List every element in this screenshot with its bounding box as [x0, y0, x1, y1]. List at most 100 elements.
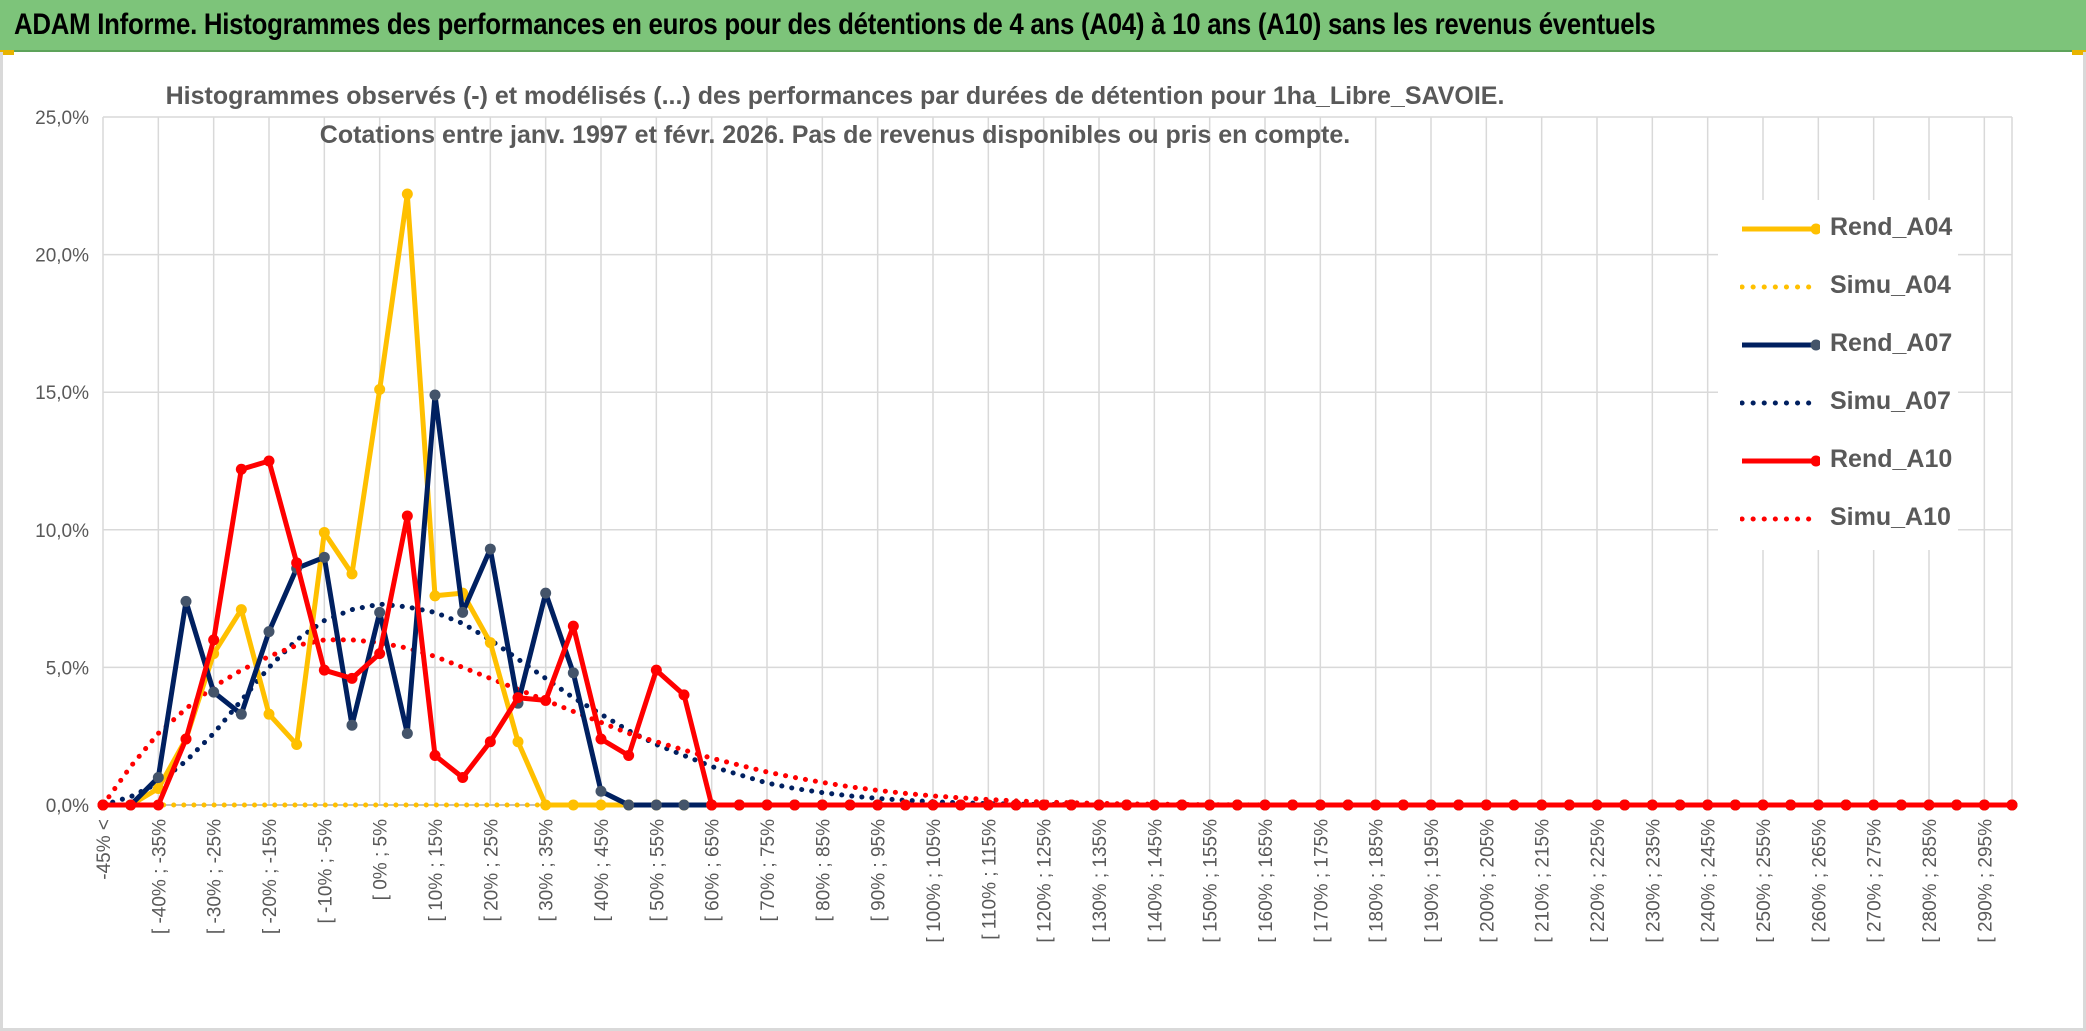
chart-legend: Rend_A04 Simu_A04 Rend_A07 Simu_A07 Rend_A10…	[1718, 200, 1958, 550]
y-tick-label: 10,0%	[35, 521, 89, 542]
data-point	[540, 799, 552, 811]
data-point	[1674, 799, 1686, 811]
chart-title: Histogrammes observés (-) et modélisés (…	[165, 82, 1505, 110]
legend-swatch	[1742, 455, 1820, 467]
x-tick-label: [ 50% ; 55%	[647, 819, 668, 922]
data-point	[595, 785, 607, 797]
data-point	[401, 510, 413, 522]
data-point	[512, 736, 524, 748]
x-tick-label: [ 210% ; 215%	[1533, 819, 1554, 943]
x-tick-label: [ 180% ; 185%	[1367, 819, 1388, 943]
x-tick-label: [ 130% ; 135%	[1090, 819, 1111, 943]
y-tick-label: 25,0%	[35, 108, 89, 129]
data-point	[429, 749, 441, 761]
data-point	[1895, 799, 1907, 811]
legend-label: Rend_A07	[1830, 329, 1953, 357]
data-point	[1646, 799, 1658, 811]
data-point	[567, 667, 579, 679]
legend-item-rend-a10: Rend_A10	[1740, 445, 1960, 475]
data-point	[346, 672, 358, 684]
data-point	[1785, 799, 1797, 811]
corner-marker-right	[2072, 50, 2086, 55]
x-tick-label: [ 70% ; 75%	[758, 819, 779, 922]
legend-swatch	[1740, 284, 1820, 290]
data-point	[1121, 799, 1133, 811]
data-point	[595, 733, 607, 745]
y-tick-label: 5,0%	[46, 658, 89, 679]
legend-label: Simu_A04	[1830, 271, 1951, 299]
data-point	[97, 799, 109, 811]
x-tick-label: [ 140% ; 145%	[1145, 819, 1166, 943]
data-point	[1591, 799, 1603, 811]
data-point	[374, 648, 386, 660]
data-point	[1425, 799, 1437, 811]
data-point	[457, 606, 469, 618]
data-point	[1536, 799, 1548, 811]
x-tick-label: [ 290% ; 295%	[1975, 819, 1996, 943]
x-tick-label: [ 60% ; 65%	[703, 819, 724, 922]
x-tick-label: [ -20% ; -15%	[260, 819, 281, 934]
data-point	[346, 719, 358, 731]
x-tick-label: [ 0% ; 5%	[371, 819, 392, 900]
legend-label: Rend_A10	[1830, 445, 1953, 473]
x-tick-label: [ -40% ; -35%	[149, 819, 170, 934]
data-point	[761, 799, 773, 811]
data-point	[1259, 799, 1271, 811]
data-point	[1231, 799, 1243, 811]
data-point	[1148, 799, 1160, 811]
data-point	[567, 620, 579, 632]
data-point	[1342, 799, 1354, 811]
data-point	[1508, 799, 1520, 811]
x-tick-label: [ 160% ; 165%	[1256, 819, 1277, 943]
x-tick-label: [ 90% ; 95%	[869, 819, 890, 922]
data-point	[623, 799, 635, 811]
legend-label: Simu_A10	[1830, 503, 1951, 531]
data-point	[1702, 799, 1714, 811]
series-line-simu-a07	[100, 601, 2015, 808]
data-point	[1951, 799, 1963, 811]
x-tick-label: [ 240% ; 245%	[1699, 819, 1720, 943]
data-point	[235, 604, 247, 616]
data-point	[374, 383, 386, 395]
data-point	[1397, 799, 1409, 811]
x-tick-label: [ 80% ; 85%	[813, 819, 834, 922]
data-point	[401, 188, 413, 200]
data-point	[291, 557, 303, 569]
data-point	[512, 692, 524, 704]
data-point	[844, 799, 856, 811]
chart-subtitle: Cotations entre janv. 1997 et févr. 2026…	[319, 121, 1351, 149]
data-point	[1038, 799, 1050, 811]
data-point	[1370, 799, 1382, 811]
data-point	[650, 664, 662, 676]
data-point	[816, 799, 828, 811]
data-point	[1065, 799, 1077, 811]
x-tick-label: [ -30% ; -25%	[205, 819, 226, 934]
x-tick-label: [ 280% ; 285%	[1920, 819, 1941, 943]
legend-label: Simu_A07	[1830, 387, 1951, 415]
data-point	[955, 799, 967, 811]
x-tick-label: [ 110% ; 115%	[979, 819, 1000, 940]
data-point	[208, 686, 220, 698]
x-tick-label: [ 250% ; 255%	[1754, 819, 1775, 943]
data-point	[650, 799, 662, 811]
data-point	[2006, 799, 2018, 811]
chart-frame	[0, 52, 2086, 1031]
data-point	[927, 799, 939, 811]
data-point	[1840, 799, 1852, 811]
data-point	[318, 527, 330, 539]
x-tick-label: [ 200% ; 205%	[1477, 819, 1498, 943]
corner-marker-left	[0, 50, 14, 55]
data-point	[678, 689, 690, 701]
data-point	[1757, 799, 1769, 811]
legend-swatch	[1742, 223, 1820, 235]
data-point	[595, 799, 607, 811]
data-point	[235, 708, 247, 720]
data-point	[346, 568, 358, 580]
data-point	[1010, 799, 1022, 811]
data-point	[872, 799, 884, 811]
legend-item-simu-a10: Simu_A10	[1740, 503, 1960, 533]
x-tick-label: [ 20% ; 25%	[481, 819, 502, 922]
y-tick-label: 0,0%	[46, 796, 89, 817]
x-tick-label: -45% <	[94, 819, 115, 880]
